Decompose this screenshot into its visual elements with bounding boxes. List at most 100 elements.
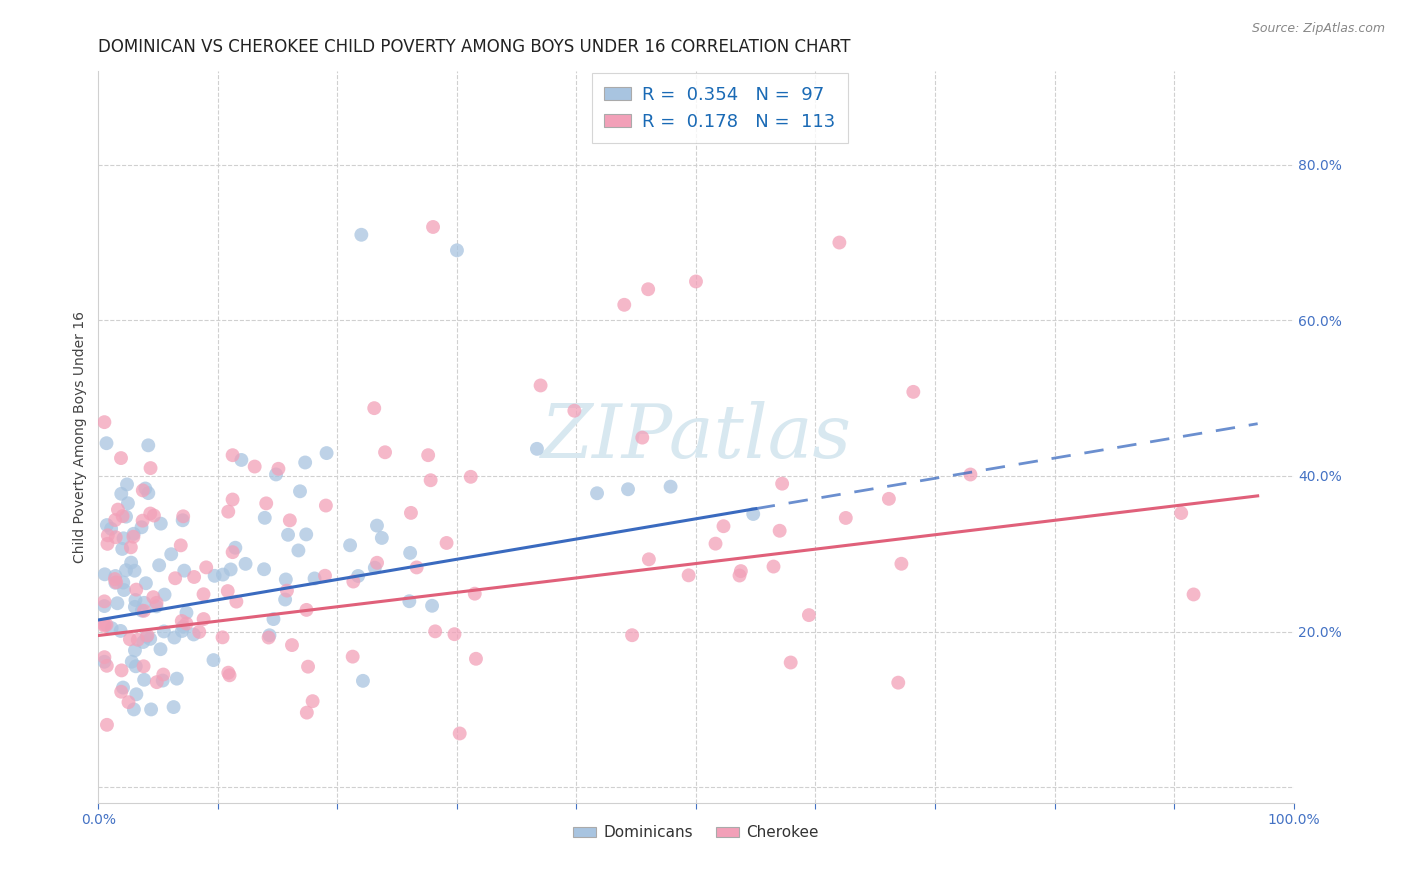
Point [287, 543, 309, 558]
Point [274, 573, 297, 587]
Point [122, 526, 145, 541]
Point [243, 459, 266, 474]
Point [145, 596, 167, 610]
Point [446, 244, 468, 258]
Point [110, 451, 132, 466]
Point [235, 557, 257, 571]
Point [342, 574, 364, 589]
Point [959, 467, 981, 482]
Point [267, 462, 290, 476]
Point [264, 467, 287, 482]
Point [131, 520, 153, 534]
Point [170, 614, 193, 628]
Point [125, 659, 148, 673]
Point [903, 384, 925, 399]
Point [217, 665, 239, 680]
Point [301, 694, 323, 708]
Point [110, 664, 132, 678]
Point [160, 547, 183, 561]
Point [617, 482, 640, 496]
Point [204, 569, 226, 583]
Point [124, 564, 146, 578]
Point [94, 567, 117, 582]
Point [115, 477, 138, 491]
Point [96, 658, 118, 673]
Point [112, 575, 135, 590]
Point [218, 668, 240, 682]
Point [132, 483, 155, 498]
Point [460, 470, 482, 484]
Point [364, 560, 387, 574]
Point [146, 675, 169, 690]
Point [149, 642, 172, 657]
Point [193, 587, 215, 601]
Point [621, 628, 644, 642]
Point [152, 673, 174, 688]
Point [148, 558, 170, 573]
Text: DOMINICAN VS CHEROKEE CHILD POVERTY AMONG BOYS UNDER 16 CORRELATION CHART: DOMINICAN VS CHEROKEE CHILD POVERTY AMON… [98, 38, 851, 56]
Point [96, 518, 118, 533]
Point [398, 594, 420, 608]
Point [877, 491, 900, 506]
Point [425, 624, 447, 639]
Point [176, 616, 198, 631]
Point [449, 726, 471, 740]
Point [120, 541, 142, 555]
Point [728, 568, 751, 582]
Point [121, 655, 143, 669]
Point [212, 567, 235, 582]
Point [436, 536, 458, 550]
Point [253, 511, 276, 525]
Point [127, 632, 149, 647]
Point [136, 438, 159, 452]
Point [183, 570, 205, 584]
Point [418, 448, 440, 462]
Point [219, 562, 242, 576]
Point [96, 617, 118, 632]
Point [183, 627, 205, 641]
Point [366, 556, 388, 570]
Point [224, 541, 246, 555]
Point [93, 617, 115, 632]
Point [586, 486, 609, 500]
Point [347, 569, 370, 583]
Point [124, 599, 146, 614]
Point [152, 667, 174, 681]
Point [132, 659, 155, 673]
Point [399, 546, 422, 560]
Y-axis label: Child Poverty Among Boys Under 16: Child Poverty Among Boys Under 16 [73, 311, 87, 563]
Point [93, 619, 115, 633]
Point [172, 620, 194, 634]
Point [100, 621, 122, 635]
Point [96, 718, 118, 732]
Point [274, 592, 297, 607]
Point [221, 448, 243, 462]
Point [93, 415, 115, 429]
Point [217, 584, 239, 599]
Point [131, 514, 153, 528]
Point [134, 673, 156, 687]
Point [96, 436, 118, 450]
Point [366, 518, 388, 533]
Point [526, 442, 548, 456]
Point [145, 599, 167, 614]
Point [1170, 506, 1192, 520]
Point [678, 568, 700, 582]
Legend: Dominicans, Cherokee: Dominicans, Cherokee [567, 819, 825, 847]
Point [93, 655, 115, 669]
Point [149, 516, 172, 531]
Point [134, 596, 156, 610]
Point [263, 612, 285, 626]
Point [173, 564, 195, 578]
Point [259, 628, 281, 642]
Point [142, 590, 165, 604]
Point [135, 576, 157, 591]
Point [104, 569, 127, 583]
Point [193, 612, 215, 626]
Point [257, 631, 280, 645]
Point [371, 531, 394, 545]
Point [162, 700, 184, 714]
Point [105, 596, 128, 610]
Point [278, 513, 301, 527]
Point [93, 650, 115, 665]
